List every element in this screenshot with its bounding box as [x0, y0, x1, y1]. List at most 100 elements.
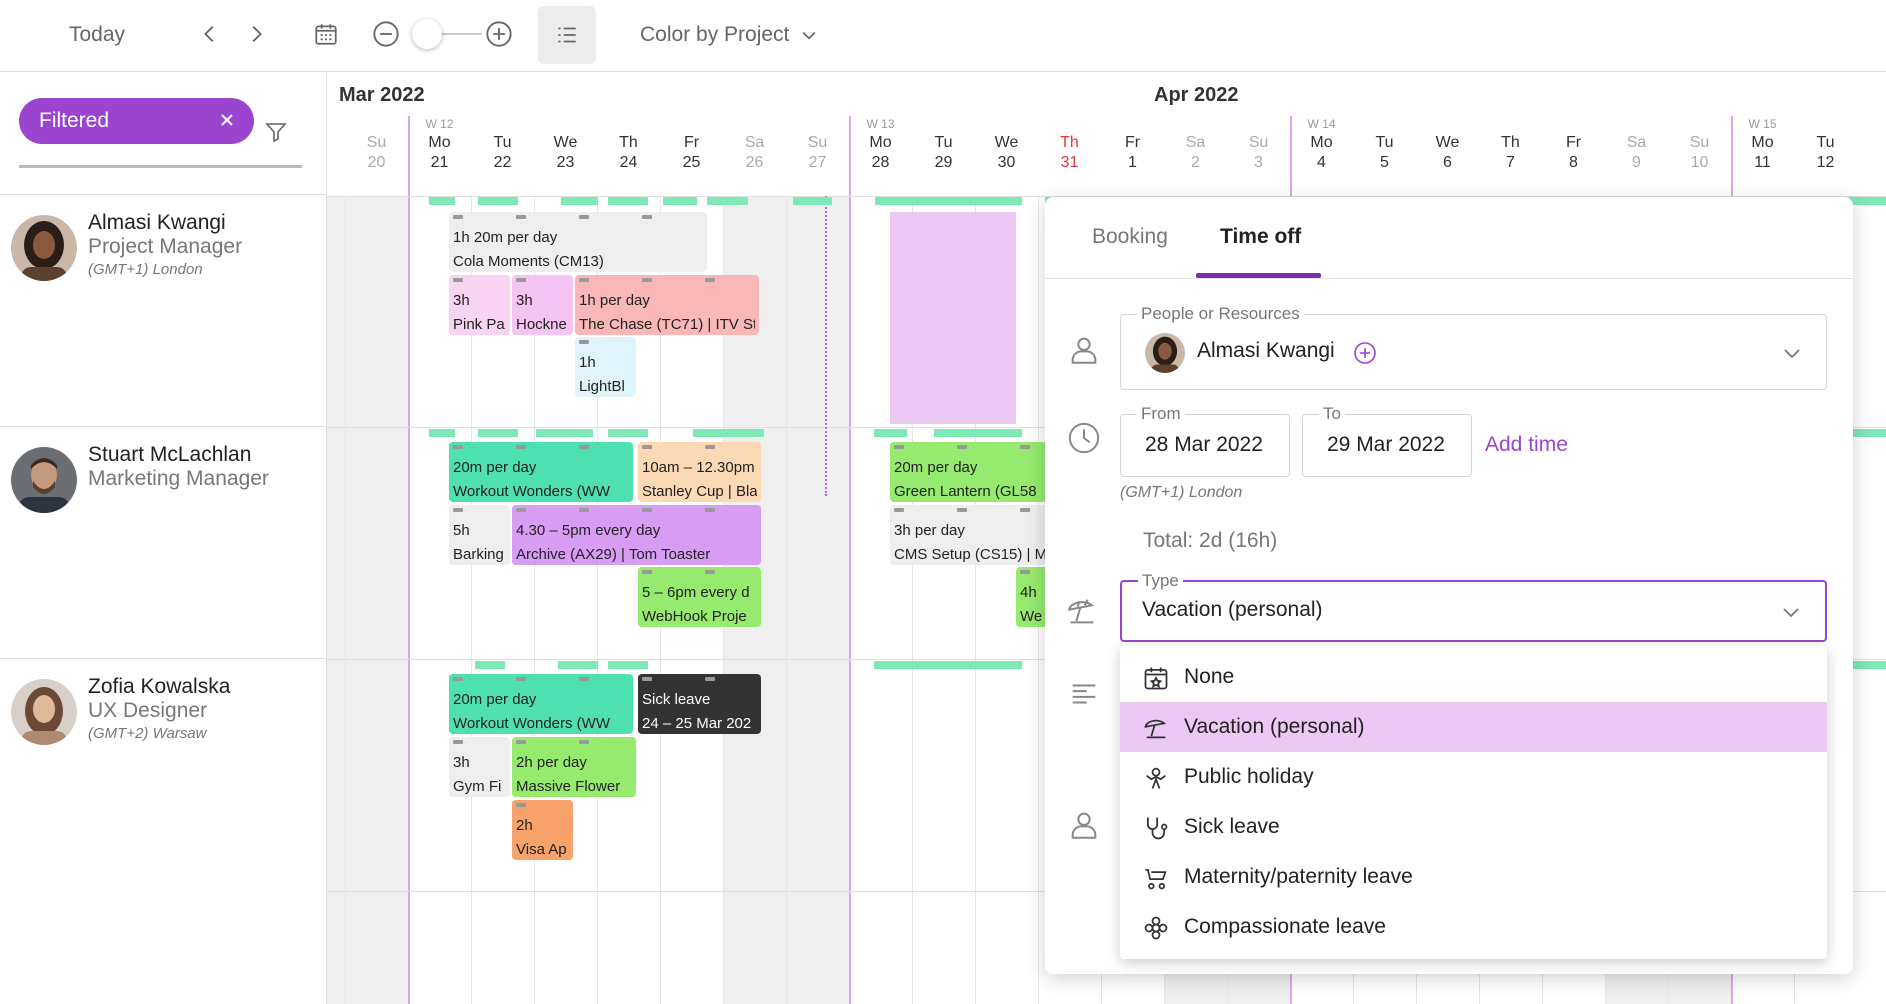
day-header[interactable]: Sa19 — [327, 122, 345, 174]
zoom-out-button[interactable] — [368, 14, 404, 54]
panel-tabs: Booking Time off — [1045, 197, 1853, 279]
tab-booking[interactable]: Booking — [1092, 225, 1168, 248]
previous-button[interactable] — [192, 16, 228, 52]
clear-filter-button[interactable] — [216, 109, 238, 131]
zoom-slider[interactable] — [410, 19, 486, 49]
today-button[interactable]: Today — [68, 23, 126, 46]
type-option-vacation[interactable]: Vacation (personal) — [1120, 702, 1827, 752]
day-number: 11 — [1754, 154, 1771, 171]
event-block[interactable]: 1h 20m per day Cola Moments (CM13) — [449, 212, 707, 272]
day-header[interactable]: W 12 Mo 21 — [408, 117, 471, 174]
event-block[interactable]: 5 – 6pm every d WebHook Proje — [638, 567, 761, 627]
day-tick — [516, 215, 526, 219]
day-header[interactable]: Tu 22 — [471, 122, 534, 174]
week-number: W 15 — [1748, 117, 1777, 131]
day-header[interactable]: Su 20 — [345, 122, 408, 174]
day-header[interactable]: W 14 Mo 4 — [1290, 117, 1353, 174]
day-tick — [579, 215, 589, 219]
day-header[interactable]: Sa 9 — [1605, 122, 1668, 174]
day-header[interactable]: Th 7 — [1479, 122, 1542, 174]
day-header[interactable]: Su 3 — [1227, 122, 1290, 174]
to-date-field[interactable]: To 29 Mar 2022 — [1302, 404, 1472, 477]
type-option-none[interactable]: None — [1120, 652, 1827, 702]
event-block[interactable]: 3h Pink Pa — [449, 275, 510, 335]
event-block[interactable]: 2h Visa Ap — [512, 800, 573, 860]
event-block[interactable]: 3h per day CMS Setup (CS15) | M — [890, 505, 1056, 565]
day-of-week: Tu — [493, 134, 512, 151]
tab-time-off[interactable]: Time off — [1220, 225, 1302, 248]
day-header[interactable]: We 23 — [534, 122, 597, 174]
day-header[interactable]: W 13 Mo 28 — [849, 117, 912, 174]
day-header[interactable]: Th 31 — [1038, 122, 1101, 174]
day-number: 12 — [1816, 154, 1835, 171]
availability-bar — [478, 197, 518, 205]
person-name: Zofia Kowalska — [88, 675, 231, 698]
day-tick — [1020, 570, 1030, 574]
event-block[interactable]: 1h per day The Chase (TC71) | ITV St — [575, 275, 759, 335]
next-button[interactable] — [238, 16, 274, 52]
event-block[interactable]: 10am – 12.30pm Stanley Cup | Bla — [638, 442, 761, 502]
filter-button[interactable] — [264, 120, 288, 144]
add-time-link[interactable]: Add time — [1485, 433, 1568, 456]
zoom-in-button[interactable] — [480, 14, 518, 54]
day-header[interactable]: Tu 29 — [912, 122, 975, 174]
day-header[interactable]: Tu 12 — [1794, 122, 1857, 174]
day-line — [975, 196, 976, 1004]
color-by-dropdown[interactable]: Color by Project — [640, 16, 819, 54]
zoom-slider-knob[interactable] — [412, 19, 442, 49]
event-block[interactable]: 3h Hockne — [512, 275, 573, 335]
person-row[interactable]: Zofia Kowalska UX Designer (GMT+2) Warsa… — [0, 658, 327, 890]
day-header[interactable]: Fr 25 — [660, 122, 723, 174]
day-header[interactable]: Su 27 — [786, 122, 849, 174]
day-of-week: We — [994, 134, 1019, 151]
filtered-chip[interactable]: Filtered — [19, 98, 254, 144]
day-header[interactable]: W 15 Mo 11 — [1731, 117, 1794, 174]
day-header[interactable]: Th 24 — [597, 122, 660, 174]
day-header[interactable]: Fr 8 — [1542, 122, 1605, 174]
type-option-sick-leave[interactable]: Sick leave — [1120, 802, 1827, 852]
event-block[interactable]: Sick leave 24 – 25 Mar 202 — [638, 674, 761, 734]
type-select[interactable]: Type Vacation (personal) — [1120, 571, 1827, 642]
day-header[interactable]: Sa 2 — [1164, 122, 1227, 174]
list-view-button[interactable] — [538, 6, 596, 64]
event-block[interactable]: 1h LightBl — [575, 337, 636, 397]
time-off-block[interactable] — [890, 212, 1016, 424]
event-block[interactable]: 5h Barking — [449, 505, 510, 565]
event-block[interactable]: 20m per day Green Lantern (GL58 — [890, 442, 1056, 502]
add-person-button[interactable] — [1353, 341, 1377, 365]
event-block[interactable]: 3h Gym Fi — [449, 737, 510, 797]
people-field-label: People or Resources — [1137, 304, 1304, 324]
person-row[interactable]: Stuart McLachlan Marketing Manager — [0, 426, 327, 658]
person-row[interactable]: Almasi Kwangi Project Manager (GMT+1) Lo… — [0, 194, 327, 426]
day-header[interactable]: Su 10 — [1668, 122, 1731, 174]
event-block[interactable]: 20m per day Workout Wonders (WW — [449, 442, 633, 502]
from-label: From — [1137, 404, 1185, 424]
day-tick — [642, 508, 652, 512]
clock-icon — [1067, 421, 1101, 455]
event-block[interactable]: 4.30 – 5pm every day Archive (AX29) | Tom… — [512, 505, 761, 565]
type-option-maternity-leave[interactable]: Maternity/paternity leave — [1120, 852, 1827, 902]
day-header[interactable]: Fr 1 — [1101, 122, 1164, 174]
event-time: 4.30 – 5pm every day — [516, 522, 661, 539]
day-tick — [453, 278, 463, 282]
event-title: Cola Moments (CM13) — [453, 253, 604, 270]
day-header[interactable]: Sa 26 — [723, 122, 786, 174]
day-header[interactable]: We 30 — [975, 122, 1038, 174]
people-or-resources-select[interactable]: People or Resources Almasi Kwangi — [1120, 304, 1827, 390]
day-line — [471, 196, 472, 1004]
event-title: Hockne — [516, 316, 567, 333]
day-number: 30 — [997, 154, 1016, 171]
day-number: 28 — [871, 154, 890, 171]
event-block[interactable]: 2h per day Massive Flower — [512, 737, 636, 797]
from-date-field[interactable]: From 28 Mar 2022 — [1120, 404, 1290, 477]
day-header[interactable]: Tu 5 — [1353, 122, 1416, 174]
type-option-compassionate-leave[interactable]: Compassionate leave — [1120, 902, 1827, 952]
event-block[interactable]: 20m per day Workout Wonders (WW — [449, 674, 633, 734]
type-option-public-holiday[interactable]: Public holiday — [1120, 752, 1827, 802]
calendar-picker-button[interactable] — [306, 14, 346, 54]
day-tick — [894, 508, 904, 512]
from-date-value: 28 Mar 2022 — [1145, 433, 1263, 456]
day-header[interactable]: We 6 — [1416, 122, 1479, 174]
event-title: Pink Pa — [453, 316, 505, 333]
day-tick — [579, 508, 589, 512]
